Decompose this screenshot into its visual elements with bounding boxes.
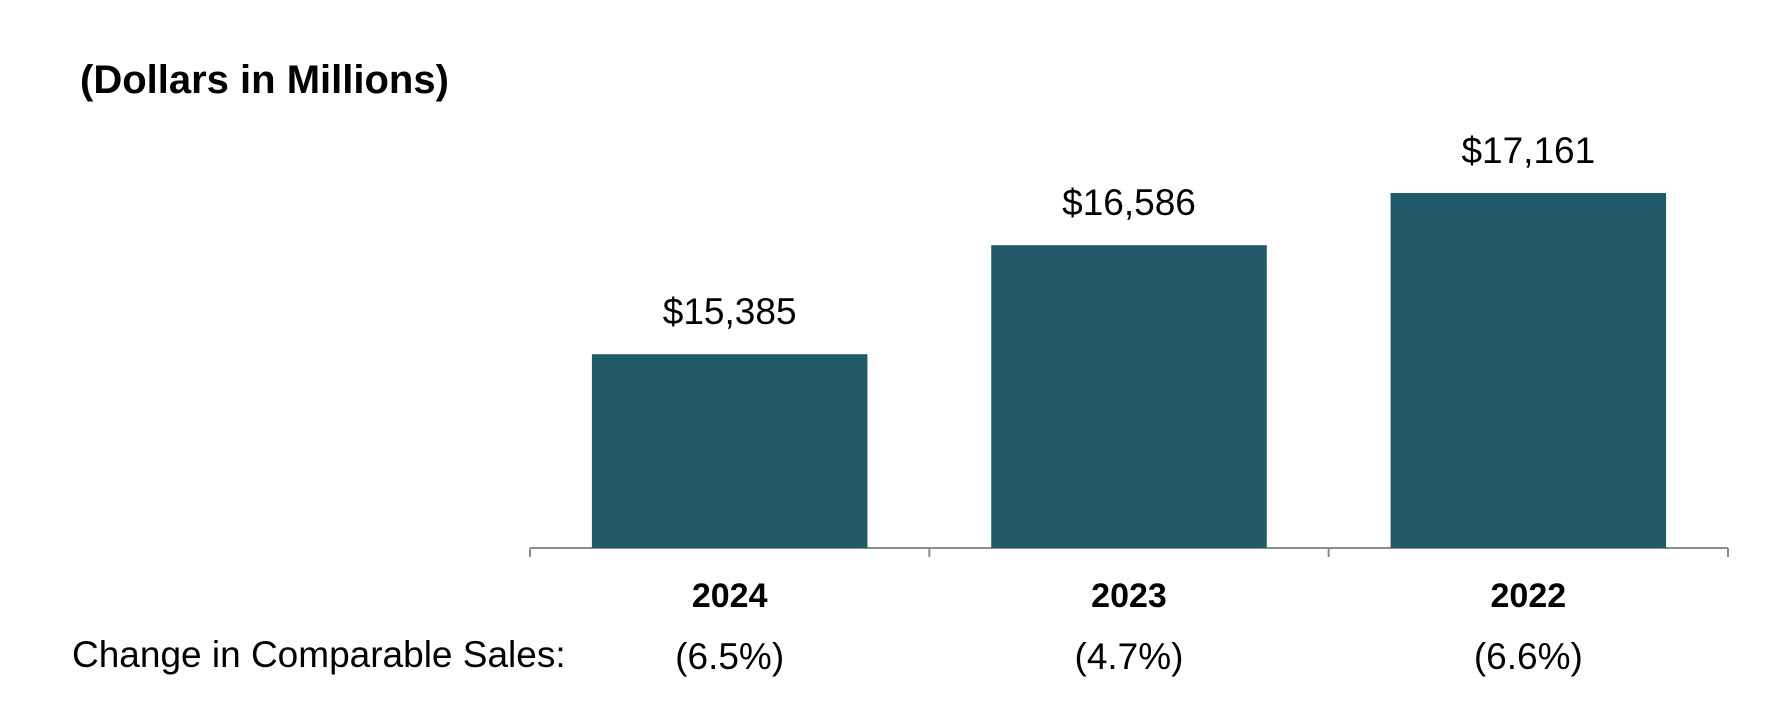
bar	[591, 354, 868, 548]
bar-value-label: $16,586	[1062, 182, 1196, 223]
x-tick-label: 2023	[1091, 577, 1167, 615]
bar	[1390, 193, 1667, 549]
bar	[991, 245, 1267, 548]
comparable-sales-label: Change in Comparable Sales:	[72, 634, 566, 675]
comparable-sales-value: (4.7%)	[1075, 636, 1184, 677]
comparable-sales-value: (6.6%)	[1474, 636, 1583, 677]
x-tick-label: 2022	[1491, 577, 1567, 615]
bar-value-label: $17,161	[1461, 130, 1595, 171]
chart-title: (Dollars in Millions)	[80, 58, 449, 102]
comparable-sales-value: (6.5%)	[675, 636, 784, 677]
bar-value-label: $15,385	[663, 291, 797, 332]
x-tick-label: 2024	[692, 577, 768, 615]
